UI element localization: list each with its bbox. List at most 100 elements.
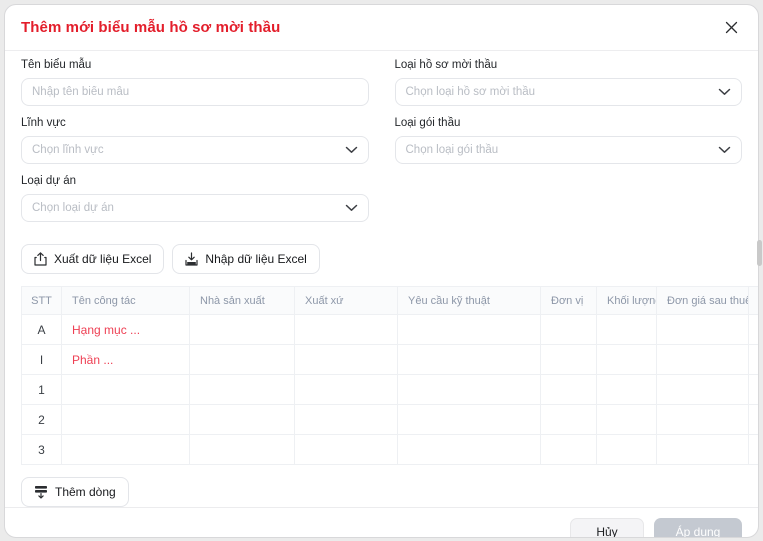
cell-ten-cong-tac[interactable]: Hạng mục ...	[61, 314, 190, 345]
cell[interactable]	[748, 374, 758, 405]
add-row-button[interactable]: Thêm dòng	[21, 477, 129, 507]
add-template-modal: Thêm mới biểu mẫu hồ sơ mời thầu Tên biể…	[4, 4, 759, 538]
cell-ten-cong-tac[interactable]	[61, 404, 190, 435]
table-row: A Hạng mục ...	[21, 314, 758, 345]
items-table: STT Tên công tác Nhà sản xuất Xuất xứ Yê…	[21, 286, 758, 465]
col-header-khoi-luong: Khối lượng	[596, 286, 657, 315]
cell[interactable]	[748, 344, 758, 375]
cell[interactable]	[189, 314, 295, 345]
cell[interactable]	[397, 374, 541, 405]
cell[interactable]	[540, 374, 597, 405]
export-icon	[34, 252, 47, 266]
cell[interactable]	[656, 344, 749, 375]
chevron-down-icon	[718, 146, 731, 154]
sector-select[interactable]: Chọn lĩnh vực	[21, 136, 369, 164]
col-header-xuat-xu: Xuất xứ	[294, 286, 398, 315]
field-label: Loại hồ sơ mời thầu	[394, 59, 498, 71]
col-header-nha-san-xuat: Nhà sản xuất	[189, 286, 295, 315]
cell[interactable]	[748, 404, 758, 435]
cell[interactable]	[540, 404, 597, 435]
cell[interactable]	[748, 314, 758, 345]
cell[interactable]	[189, 374, 295, 405]
import-label: Nhập dữ liệu Excel	[205, 252, 307, 266]
col-header-yeu-cau-ky-thuat: Yêu cầu kỹ thuật	[397, 286, 541, 315]
field-label: Loại dự án	[21, 175, 77, 187]
field-label: Tên biểu mẫu	[21, 59, 92, 71]
template-name-input[interactable]	[21, 78, 369, 106]
add-row-wrap: Thêm dòng	[5, 465, 758, 507]
chevron-down-icon	[718, 88, 731, 96]
cell[interactable]	[656, 374, 749, 405]
select-placeholder: Chọn loại hồ sơ mời thầu	[405, 86, 536, 98]
cell-stt: 1	[21, 374, 62, 405]
field-ten-bieu-mau: Tên biểu mẫu	[21, 59, 369, 106]
cell[interactable]	[540, 344, 597, 375]
chevron-down-icon	[345, 204, 358, 212]
scrollbar-thumb[interactable]	[757, 240, 762, 266]
import-icon	[185, 252, 199, 266]
field-loai-goi-thau: Loại gói thầu Chọn loại gói thầu	[394, 117, 742, 164]
cell[interactable]	[294, 374, 398, 405]
export-excel-button[interactable]: Xuất dữ liệu Excel	[21, 244, 165, 274]
cell-ten-cong-tac[interactable]	[61, 374, 190, 405]
cell[interactable]	[397, 434, 541, 465]
cell[interactable]	[294, 314, 398, 345]
col-header-don-vi: Đơn vị	[540, 286, 597, 315]
table-row: I Phần ...	[21, 344, 758, 375]
cell[interactable]	[294, 404, 398, 435]
cell[interactable]	[397, 314, 541, 345]
package-type-select[interactable]: Chọn loại gói thầu	[394, 136, 742, 164]
cell[interactable]	[596, 314, 657, 345]
items-table-container: STT Tên công tác Nhà sản xuất Xuất xứ Yê…	[21, 286, 758, 465]
cell[interactable]	[397, 404, 541, 435]
add-row-label: Thêm dòng	[55, 485, 116, 499]
cell-stt: 2	[21, 404, 62, 435]
select-placeholder: Chọn loại gói thầu	[405, 144, 499, 156]
cell[interactable]	[656, 434, 749, 465]
cell-stt: I	[21, 344, 62, 375]
cell[interactable]	[748, 434, 758, 465]
field-loai-du-an: Loại dự án Chọn loại dự án	[21, 175, 369, 222]
modal-footer: Hủy Áp dụng	[5, 507, 758, 537]
close-button[interactable]	[720, 17, 742, 39]
cell[interactable]	[656, 404, 749, 435]
cell[interactable]	[294, 344, 398, 375]
select-placeholder: Chọn lĩnh vực	[32, 144, 104, 156]
table-header-row: STT Tên công tác Nhà sản xuất Xuất xứ Yê…	[21, 286, 758, 315]
cell-ten-cong-tac[interactable]	[61, 434, 190, 465]
cell[interactable]	[596, 434, 657, 465]
cell[interactable]	[596, 374, 657, 405]
col-header-stt: STT	[21, 286, 62, 315]
cell[interactable]	[596, 344, 657, 375]
modal-title: Thêm mới biểu mẫu hồ sơ mời thầu	[21, 19, 281, 36]
col-header-don-gia: Đơn giá	[748, 286, 758, 315]
cell[interactable]	[656, 314, 749, 345]
document-type-select[interactable]: Chọn loại hồ sơ mời thầu	[394, 78, 742, 106]
cell[interactable]	[540, 434, 597, 465]
cell[interactable]	[540, 314, 597, 345]
col-header-ten-cong-tac: Tên công tác	[61, 286, 190, 315]
add-row-icon	[34, 485, 48, 499]
cancel-button[interactable]: Hủy	[570, 518, 644, 537]
project-type-select[interactable]: Chọn loại dự án	[21, 194, 369, 222]
cell-stt: 3	[21, 434, 62, 465]
export-label: Xuất dữ liệu Excel	[54, 252, 152, 266]
cell[interactable]	[397, 344, 541, 375]
field-label: Lĩnh vực	[21, 117, 66, 129]
select-placeholder: Chọn loại dự án	[32, 202, 114, 214]
col-header-don-gia-sau-thue: Đơn giá sau thuế	[656, 286, 749, 315]
modal-header: Thêm mới biểu mẫu hồ sơ mời thầu	[5, 5, 758, 51]
cell[interactable]	[189, 404, 295, 435]
cell[interactable]	[294, 434, 398, 465]
cell-ten-cong-tac[interactable]: Phần ...	[61, 344, 190, 375]
table-row: 3	[21, 434, 758, 465]
apply-button[interactable]: Áp dụng	[654, 518, 742, 537]
cell[interactable]	[596, 404, 657, 435]
field-label: Loại gói thầu	[394, 117, 461, 129]
import-excel-button[interactable]: Nhập dữ liệu Excel	[172, 244, 320, 274]
table-row: 1	[21, 374, 758, 405]
excel-toolbar: Xuất dữ liệu Excel Nhập dữ liệu Excel	[5, 235, 758, 274]
table-row: 2	[21, 404, 758, 435]
cell[interactable]	[189, 434, 295, 465]
cell[interactable]	[189, 344, 295, 375]
